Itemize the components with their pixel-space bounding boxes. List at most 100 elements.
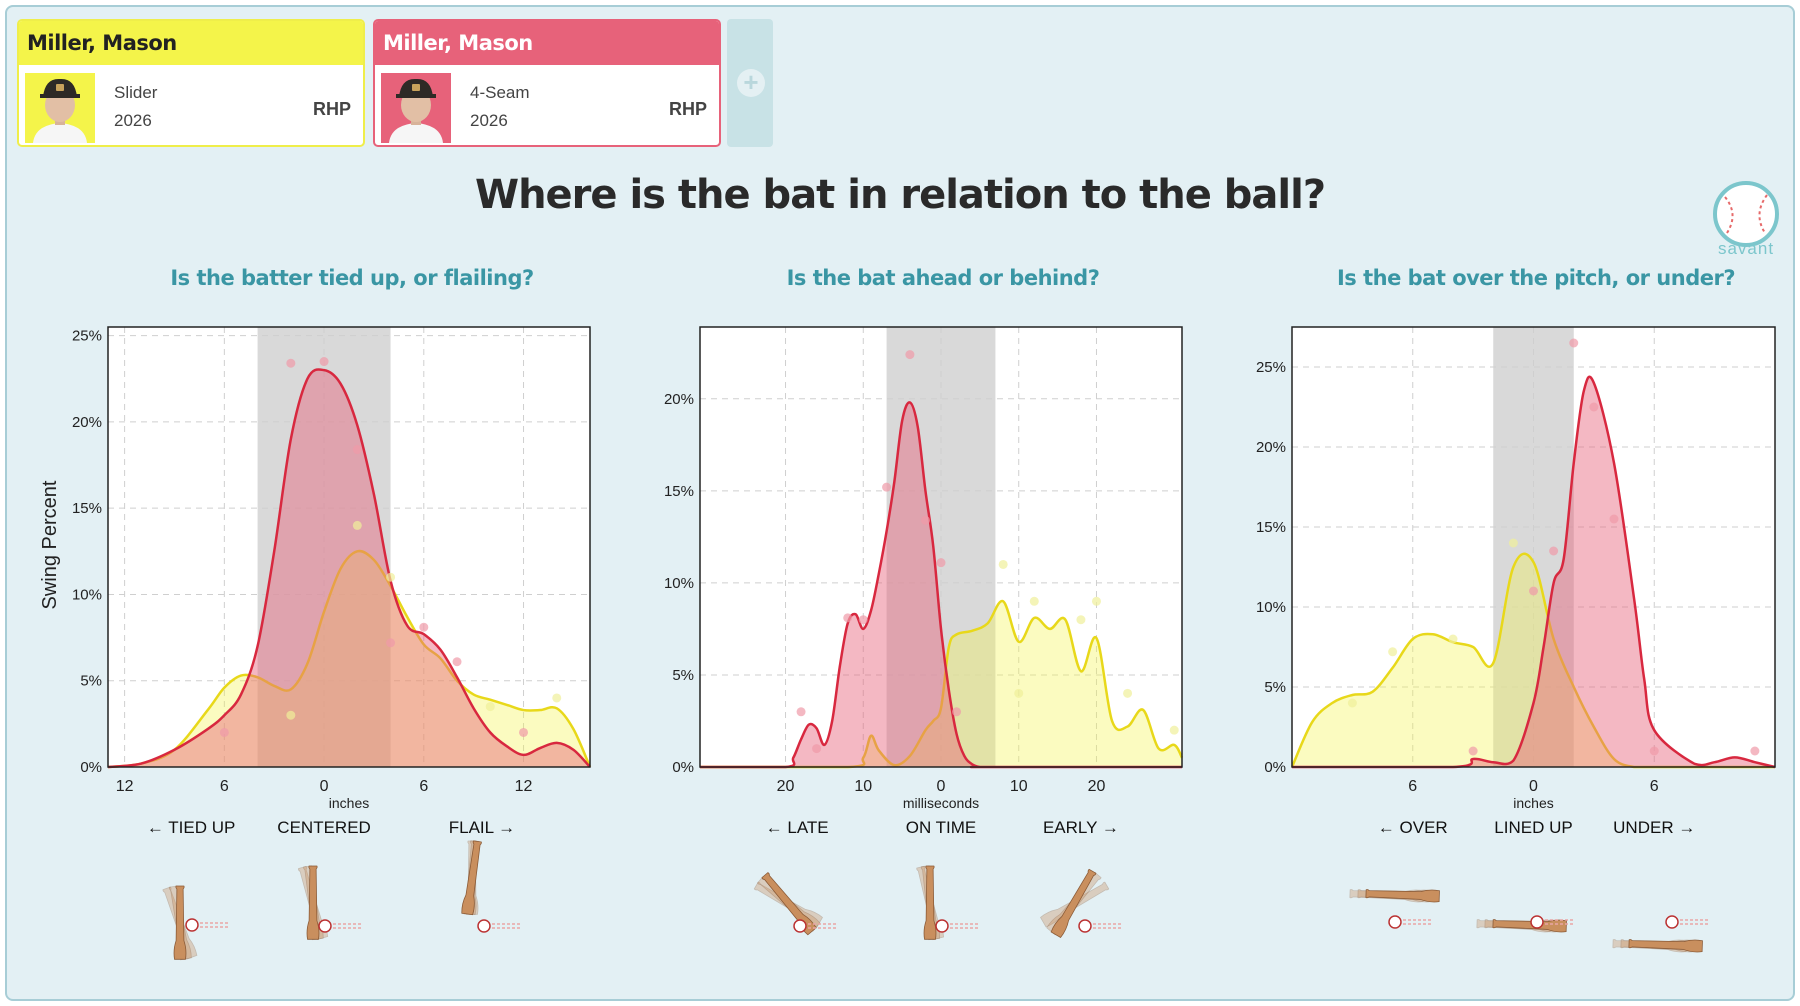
x-tick-label: 6 <box>220 778 229 795</box>
ball-icon <box>1530 915 1544 929</box>
x-tick-label: 12 <box>515 778 533 795</box>
y-tick-label: 0% <box>672 759 694 776</box>
data-point <box>485 702 495 712</box>
x-tick-label: 0 <box>937 778 946 795</box>
chart-2-title: Is the bat ahead or behind? <box>786 266 1100 290</box>
bat-shape <box>306 865 320 940</box>
ball-trail <box>1680 919 1708 925</box>
data-point <box>1589 402 1599 412</box>
data-point <box>1169 725 1179 735</box>
throw-hand: RHP <box>668 99 707 119</box>
y-tick-label: 10% <box>72 586 102 603</box>
bat-icon <box>461 840 482 916</box>
x-tick-label: 0 <box>320 778 329 795</box>
x-axis-label: inches <box>1513 795 1553 811</box>
y-axis-label: Swing Percent <box>39 480 61 609</box>
ball-trail <box>1093 923 1121 929</box>
data-point <box>1529 586 1538 596</box>
data-point <box>386 572 396 582</box>
data-point <box>905 350 915 360</box>
baseball-icon <box>1713 181 1779 247</box>
data-point <box>352 445 362 455</box>
y-tick-label: 20% <box>1256 439 1286 456</box>
data-point <box>1649 746 1659 756</box>
data-point <box>452 657 462 667</box>
y-tick-label: 25% <box>72 328 102 345</box>
bat-icons <box>1349 889 1708 953</box>
data-point <box>1091 596 1101 606</box>
x-tick-label: 12 <box>116 778 134 795</box>
player-name: Miller, Mason <box>375 21 719 65</box>
data-point <box>1468 746 1478 756</box>
plot-frame <box>699 326 1183 768</box>
bat-shape <box>1365 889 1440 903</box>
line-fourseam <box>107 368 591 769</box>
zone-label: EARLY → <box>1043 818 1119 837</box>
chart-1: 0% 5% 10% 15% 20% 25% 12 6 0 6 12 inches ← TIED UP CE… <box>72 326 592 961</box>
page-title: Where is the bat in relation to the ball… <box>474 172 1326 218</box>
data-point <box>920 515 930 525</box>
ball-icon <box>477 919 491 933</box>
ball-icon <box>793 919 807 933</box>
line-fourseam <box>1291 375 1776 769</box>
line-slider <box>107 549 592 769</box>
bat-shape <box>923 865 937 940</box>
bat-shape <box>1628 939 1703 953</box>
throw-hand: RHP <box>312 99 351 119</box>
player-name: Miller, Mason <box>19 21 363 65</box>
data-point <box>552 693 562 703</box>
area-slider <box>700 600 1182 767</box>
data-point <box>952 707 962 717</box>
bat-shape <box>761 872 817 936</box>
line-slider <box>1290 552 1775 769</box>
x-tick-label: 10 <box>854 778 872 795</box>
ball-trail <box>492 923 520 929</box>
zone-label: ← OVER <box>1378 818 1448 837</box>
savant-logo-text: savant <box>1717 239 1775 258</box>
chart-1-title: Is the batter tied up, or flailing? <box>170 266 534 290</box>
x-tick-label: 0 <box>1529 778 1538 795</box>
y-tick-label: 0% <box>1264 759 1286 776</box>
zone-label: ← TIED UP <box>147 818 235 837</box>
data-point <box>1569 338 1579 348</box>
data-point <box>1609 514 1619 524</box>
bat-icon <box>923 865 937 940</box>
zone-label: CENTERED <box>277 818 371 837</box>
zone-label: LINED UP <box>1494 818 1572 837</box>
x-tick-label: 6 <box>419 778 428 795</box>
bat-icon <box>1492 919 1567 933</box>
chart-3: 0% 5% 10% 15% 20% 25% 6 0 6 inches ← OVER LINED UP U… <box>1256 326 1776 953</box>
y-tick-label: 10% <box>1256 599 1286 616</box>
data-point <box>796 707 806 717</box>
area-fourseam <box>108 369 590 767</box>
bat-icons <box>162 840 520 961</box>
data-point <box>1750 746 1760 756</box>
player-card-slider[interactable]: Miller, Mason Slider 2026 RHP <box>17 19 365 147</box>
ball-icon <box>1665 915 1679 929</box>
data-point <box>1508 538 1518 548</box>
chart-3-title: Is the bat over the pitch, or under? <box>1336 266 1736 290</box>
data-point <box>1014 688 1024 698</box>
pitch-type: 4-Seam <box>470 83 530 102</box>
bat-shape <box>461 840 482 916</box>
data-point <box>1347 698 1357 708</box>
ball-trail <box>1403 919 1431 925</box>
x-axis-label: inches <box>329 795 369 811</box>
player-photo <box>25 73 95 143</box>
bat-icons <box>753 865 1121 941</box>
ball-trail <box>333 923 361 929</box>
data-point <box>882 482 892 492</box>
add-player-button[interactable]: + <box>727 19 773 147</box>
y-tick-label: 5% <box>1264 679 1286 696</box>
data-point <box>219 727 229 737</box>
zone-label: UNDER → <box>1613 818 1695 837</box>
data-point <box>1076 615 1086 625</box>
y-tick-label: 20% <box>664 391 694 408</box>
x-tick-label: 20 <box>777 778 795 795</box>
season-year: 2026 <box>114 111 152 130</box>
data-point <box>286 358 296 368</box>
ball-icon <box>1388 915 1402 929</box>
bat-shape <box>173 885 187 960</box>
bat-icon <box>1365 889 1440 903</box>
player-card-fourseam[interactable]: Miller, Mason 4-Seam 2026 RHP <box>373 19 721 147</box>
